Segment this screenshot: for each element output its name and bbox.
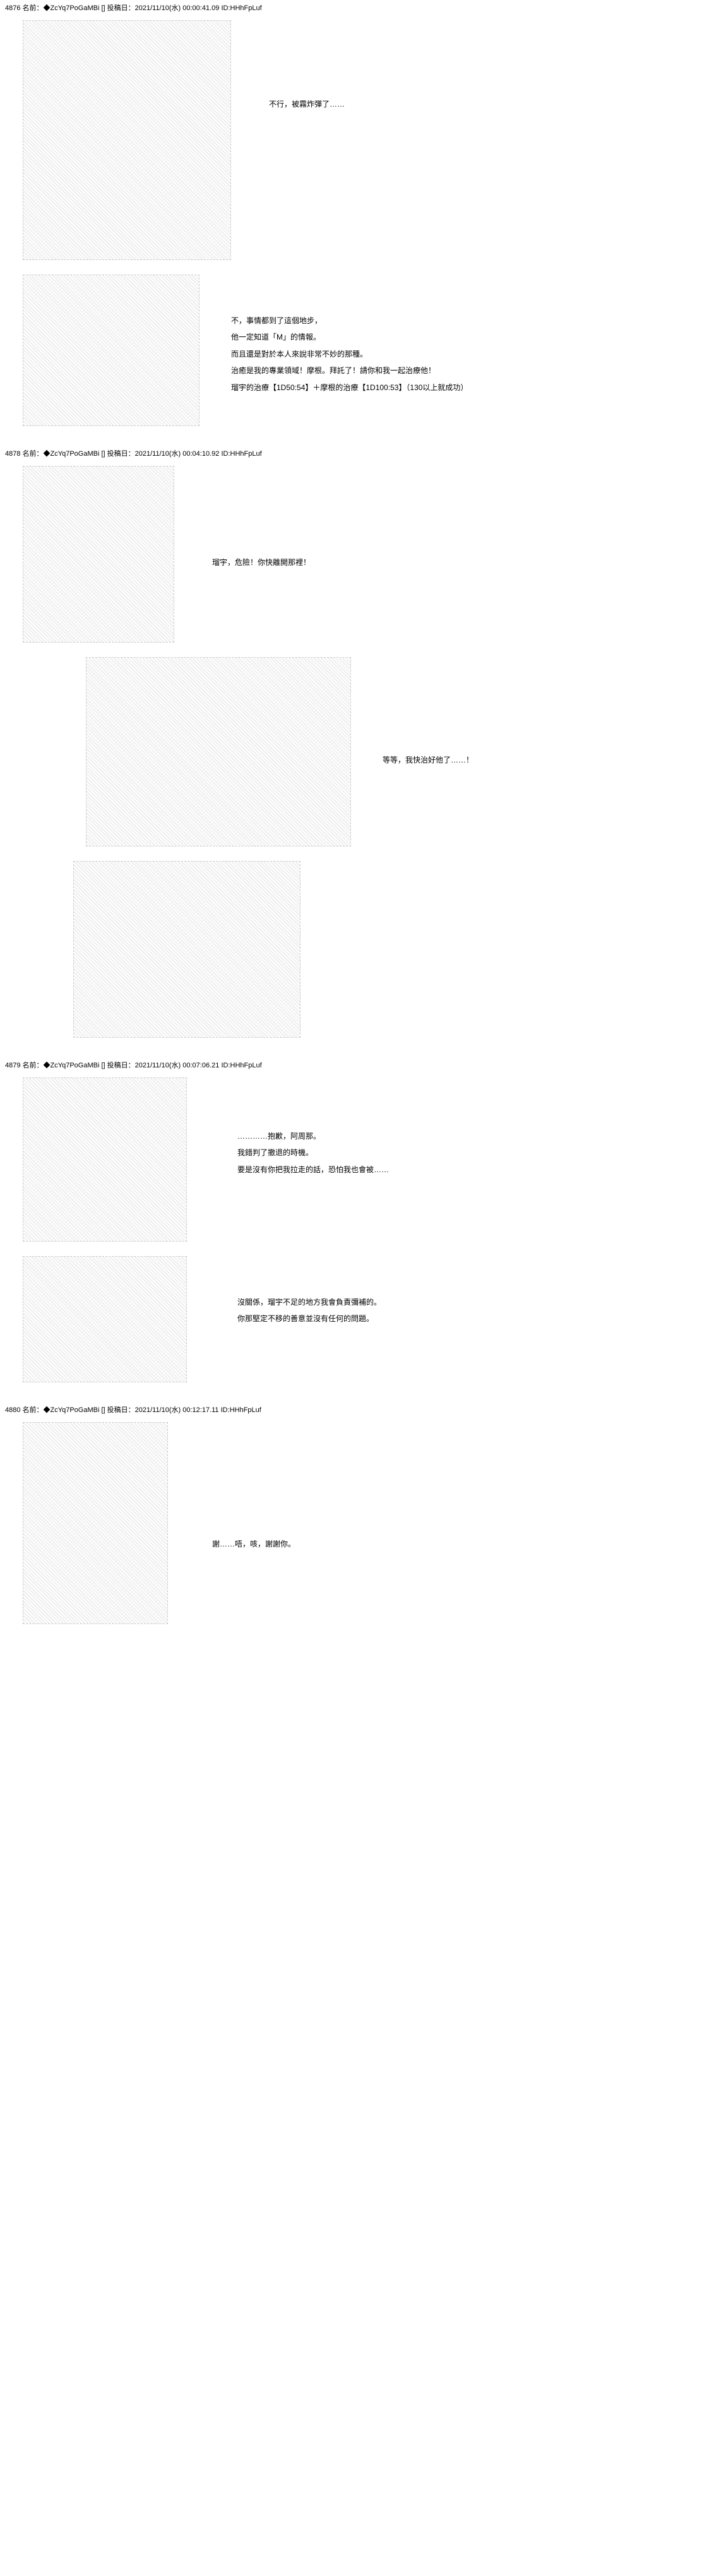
ascii-art (73, 861, 300, 1038)
ascii-art (23, 1256, 187, 1382)
post-name-label: 名前： (23, 1062, 44, 1069)
post-date: 2021/11/10(水) 00:00:41.09 (135, 4, 220, 12)
post-date: 2021/11/10(水) 00:04:10.92 (135, 450, 220, 458)
dialog-text: 不，事情都到了這個地步，他一定知道「M」的情報。而且還是對於本人來說非常不妙的那… (231, 312, 468, 396)
post-body: …………抱歉，阿周那。我錯判了撤退的時機。要是沒有你把我拉走的話，恐怕我也會被…… (0, 1072, 702, 1402)
dialog-text: 不行，被霧炸彈了…… (269, 96, 345, 112)
post-id: HHhFpLuf (230, 450, 262, 458)
section: 等等，我快治好他了……！ (10, 657, 692, 848)
dialog-text: …………抱歉，阿周那。我錯判了撤退的時機。要是沒有你把我拉走的話，恐怕我也會被…… (237, 1128, 389, 1178)
dialog-line: 我錯判了撤退的時機。 (237, 1144, 389, 1161)
dialog-line: 瑠宇，危險！你快離開那裡！ (212, 554, 311, 571)
section: 沒關係，瑠宇不足的地方我會負責彌補的。你那堅定不移的善意並沒有任何的問題。 (10, 1256, 692, 1384)
section (10, 861, 692, 1040)
post-date-label: 投稿日： (107, 4, 135, 12)
section: 謝……唔，咳，謝謝你。 (10, 1422, 692, 1626)
dialog-line: 等等，我快治好他了……！ (383, 752, 473, 768)
section: 瑠宇，危險！你快離開那裡！ (10, 466, 692, 644)
dialog-line: 不，事情都到了這個地步， (231, 312, 468, 329)
post-id-label: ID: (221, 450, 230, 458)
post-id-label: ID: (221, 4, 230, 12)
post-no: 4880 (5, 1406, 20, 1414)
ascii-art (23, 1077, 187, 1242)
post-date: 2021/11/10(水) 00:12:17.11 (135, 1406, 219, 1414)
post-name-label: 名前： (23, 4, 44, 12)
post-no: 4876 (5, 4, 20, 12)
post-no: 4878 (5, 450, 20, 458)
dialog-line: 他一定知道「M」的情報。 (231, 329, 468, 345)
dialog-line: 不行，被霧炸彈了…… (269, 96, 345, 112)
post-body: 不行，被霧炸彈了…… 不，事情都到了這個地步，他一定知道「M」的情報。而且還是對於… (0, 15, 702, 446)
dialog-line: 要是沒有你把我拉走的話，恐怕我也會被…… (237, 1161, 389, 1178)
dialog-line: 治癒是我的專業領域！摩根。拜託了！請你和我一起治療他！ (231, 362, 468, 379)
post-header: 4876 名前：◆ZcYq7PoGaMBi [] 投稿日：2021/11/10(… (0, 0, 702, 15)
post-id: HHhFpLuf (230, 4, 262, 12)
post-no: 4879 (5, 1062, 20, 1069)
post-date: 2021/11/10(水) 00:07:06.21 (135, 1062, 220, 1069)
post-date-label: 投稿日： (107, 1406, 135, 1414)
post-trip: ◆ZcYq7PoGaMBi (44, 450, 100, 458)
post-header: 4878 名前：◆ZcYq7PoGaMBi [] 投稿日：2021/11/10(… (0, 446, 702, 461)
post-trip: ◆ZcYq7PoGaMBi (44, 4, 100, 12)
ascii-art (23, 275, 199, 426)
post-id: HHhFpLuf (230, 1406, 261, 1414)
section: 不，事情都到了這個地步，他一定知道「M」的情報。而且還是對於本人來說非常不妙的那… (10, 275, 692, 428)
dialog-line: 謝……唔，咳，謝謝你。 (212, 1536, 295, 1552)
post-id-label: ID: (221, 1062, 230, 1069)
dialog-text: 瑠宇，危險！你快離開那裡！ (212, 554, 311, 571)
dialog-text: 沒關係，瑠宇不足的地方我會負責彌補的。你那堅定不移的善意並沒有任何的問題。 (237, 1294, 381, 1327)
ascii-art (23, 466, 174, 643)
post-date-label: 投稿日： (107, 450, 135, 458)
post-name-label: 名前： (23, 450, 44, 458)
dialog-line: 你那堅定不移的善意並沒有任何的問題。 (237, 1310, 381, 1327)
post-name-label: 名前： (23, 1406, 44, 1414)
post-body: 瑠宇，危險！你快離開那裡！ 等等，我快治好他了……！ (0, 461, 702, 1057)
post-trip: ◆ZcYq7PoGaMBi (44, 1062, 100, 1069)
section: …………抱歉，阿周那。我錯判了撤退的時機。要是沒有你把我拉走的話，恐怕我也會被…… (10, 1077, 692, 1243)
ascii-art (23, 1422, 168, 1624)
dialog-text: 等等，我快治好他了……！ (383, 752, 473, 768)
post-trip: ◆ZcYq7PoGaMBi (44, 1406, 100, 1414)
post-id-label: ID: (221, 1406, 230, 1414)
post-header: 4879 名前：◆ZcYq7PoGaMBi [] 投稿日：2021/11/10(… (0, 1057, 702, 1072)
post-id: HHhFpLuf (230, 1062, 262, 1069)
dialog-text: 謝……唔，咳，謝謝你。 (212, 1536, 295, 1552)
post-header: 4880 名前：◆ZcYq7PoGaMBi [] 投稿日：2021/11/10(… (0, 1402, 702, 1417)
dialog-line: …………抱歉，阿周那。 (237, 1128, 389, 1144)
dialog-line: 瑠宇的治療【1D50:54】＋摩根的治療【1D100:53】（130以上就成功） (231, 379, 468, 396)
dialog-line: 沒關係，瑠宇不足的地方我會負責彌補的。 (237, 1294, 381, 1310)
post-body: 謝……唔，咳，謝謝你。 (0, 1417, 702, 1644)
post-date-label: 投稿日： (107, 1062, 135, 1069)
dialog-line: 而且還是對於本人來說非常不妙的那種。 (231, 346, 468, 362)
ascii-art (23, 20, 231, 260)
section: 不行，被霧炸彈了…… (10, 20, 692, 262)
ascii-art (86, 657, 351, 846)
